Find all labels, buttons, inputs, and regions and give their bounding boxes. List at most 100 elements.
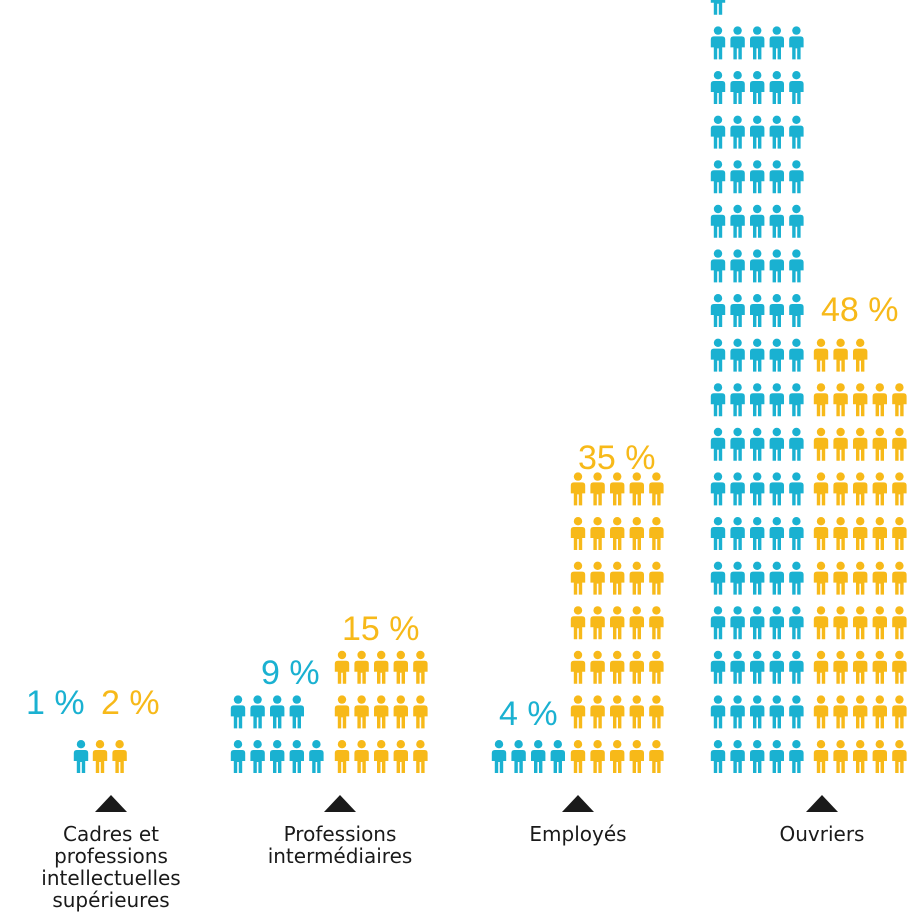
person-icon-b (853, 650, 868, 684)
person-icon-a (710, 0, 726, 15)
person-icon-a (710, 472, 726, 506)
person-icon-b (892, 650, 907, 684)
person-icon-a (730, 294, 745, 327)
person-icon-b (334, 695, 350, 729)
person-icon-a (750, 115, 765, 149)
person-icon-b (833, 472, 848, 506)
category-label: Professions intermédiaires (255, 823, 425, 867)
person-icon-b (649, 561, 664, 595)
person-icon-a (769, 606, 784, 640)
category-label-line: intellectuelles (41, 866, 181, 890)
person-icon-a (730, 160, 745, 194)
person-icon-a (730, 115, 745, 149)
category-label-line: Employés (529, 822, 627, 846)
person-icon-a (750, 427, 765, 461)
person-icon-b (413, 695, 428, 729)
person-icon-a (789, 517, 804, 550)
person-icon-b (853, 338, 868, 372)
person-icon-b (590, 472, 605, 506)
person-icon-b (813, 740, 829, 773)
person-icon-b (334, 650, 350, 684)
person-icon-a (710, 740, 726, 773)
person-icon-b (833, 606, 848, 640)
category-label-line: professions (54, 844, 168, 868)
person-icon-a (710, 115, 726, 149)
person-icon-a (730, 204, 745, 238)
person-icon-b (872, 695, 887, 729)
person-icon-a (511, 740, 526, 773)
person-icon-b (374, 650, 389, 684)
person-icon-a (750, 740, 765, 773)
person-icon-a (769, 160, 784, 194)
person-icon-b (872, 517, 887, 550)
person-icon-a (769, 204, 784, 238)
person-icon-a (710, 383, 726, 417)
person-icon-a (750, 606, 765, 640)
category-marker (562, 795, 594, 812)
person-icon-a (769, 427, 784, 461)
person-icon-b (892, 427, 907, 461)
person-icon-b (853, 561, 868, 595)
category-marker (806, 795, 838, 812)
person-icon-b (853, 695, 868, 729)
person-icon-b (833, 517, 848, 550)
person-icon-b (112, 740, 127, 773)
person-icon-a (230, 740, 246, 773)
person-icon-a (789, 71, 804, 104)
person-icon-a (730, 383, 745, 417)
person-icon-b (413, 740, 428, 773)
person-icon-b (649, 650, 664, 684)
person-icon-b (570, 472, 586, 506)
category-label-line: intermédiaires (267, 844, 413, 868)
person-icon-b (374, 695, 389, 729)
person-icon-b (892, 561, 907, 595)
person-icon-a (750, 26, 765, 60)
person-icon-b (570, 517, 586, 550)
person-icon-a (730, 249, 745, 283)
person-icon-b (393, 650, 408, 684)
person-icon-a (730, 561, 745, 595)
person-icon-b (570, 561, 586, 595)
person-icon-a (769, 71, 784, 104)
person-icon-a (710, 204, 726, 238)
person-icon-a (769, 650, 784, 684)
person-icon-a (730, 517, 745, 550)
person-icon-a (769, 249, 784, 283)
person-icon-b (892, 472, 907, 506)
data-label: 9 % (261, 654, 320, 692)
person-icon-a (769, 740, 784, 773)
person-icon-a (750, 650, 765, 684)
person-icon-b (610, 695, 625, 729)
category-label: Ouvriers (737, 823, 907, 845)
person-icon-b (610, 472, 625, 506)
person-icon-b (92, 740, 108, 773)
category-marker (324, 795, 356, 812)
person-icon-a (769, 26, 784, 60)
person-icon-a (230, 695, 246, 729)
person-icon-a (789, 606, 804, 640)
data-label: 48 % (821, 290, 899, 329)
category-label-line: Professions (283, 822, 397, 846)
person-icon-b (649, 472, 664, 506)
person-icon-b (892, 517, 907, 550)
person-icon-b (853, 517, 868, 550)
person-icon-b (629, 472, 644, 506)
person-icon-b (813, 517, 829, 550)
person-icon-b (393, 740, 408, 773)
person-icon-b (610, 650, 625, 684)
person-icon-b (833, 561, 848, 595)
person-icon-a (789, 249, 804, 283)
person-icon-a (710, 650, 726, 684)
person-icon-b (590, 650, 605, 684)
person-icon-b (374, 740, 389, 773)
person-icon-b (629, 695, 644, 729)
person-icon-a (710, 160, 726, 194)
person-icon-a (710, 26, 726, 60)
person-icon-b (833, 650, 848, 684)
person-icon-a (750, 517, 765, 550)
person-icon-b (833, 427, 848, 461)
person-icon-b (813, 606, 829, 640)
person-icon-b (872, 561, 887, 595)
person-icon-b (590, 606, 605, 640)
